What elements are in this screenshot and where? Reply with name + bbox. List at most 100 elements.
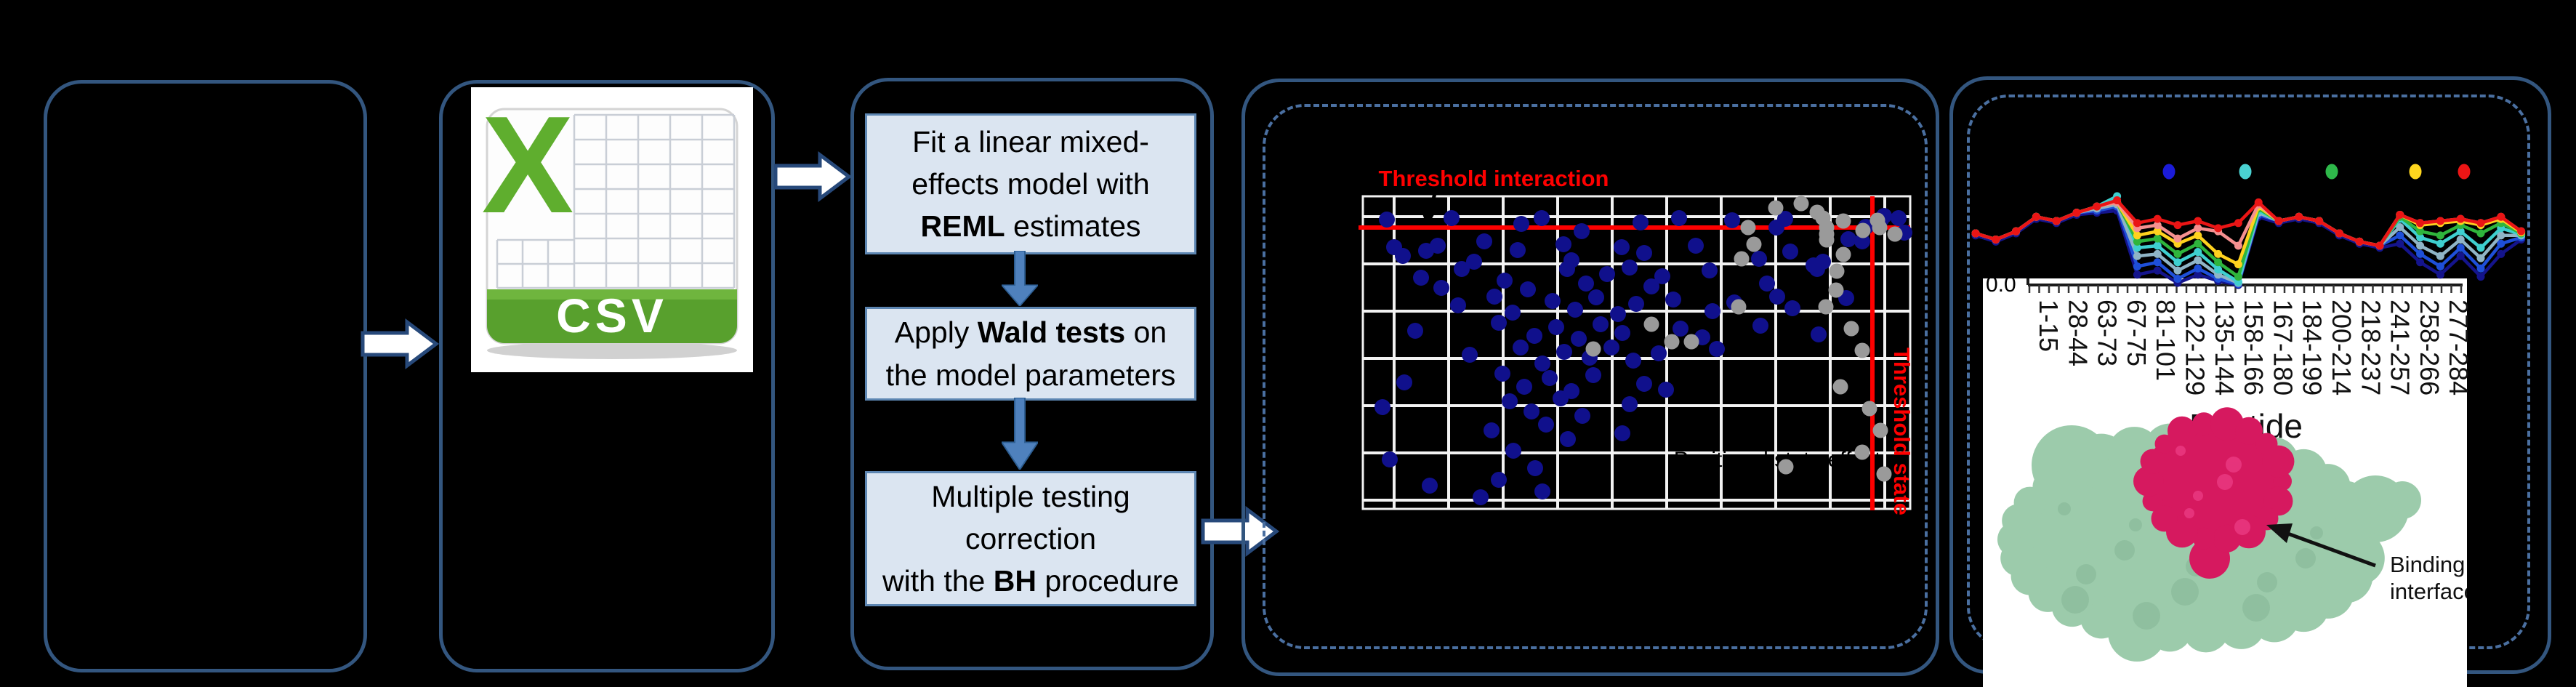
- scatter-point-gray: [1828, 282, 1844, 298]
- series-point: [2173, 249, 2182, 258]
- protein-shade-spot: [2171, 578, 2199, 606]
- series-point: [2476, 219, 2485, 228]
- series-point: [2133, 237, 2141, 246]
- scatter-point-gray: [1731, 299, 1747, 315]
- x-tick-label: 81-101: [2151, 300, 2181, 381]
- legend-dot: [2409, 164, 2422, 180]
- series-point: [2416, 241, 2425, 250]
- scatter-point-blue: [1516, 379, 1532, 395]
- series-point: [2456, 236, 2465, 244]
- scatter-point-blue: [1505, 443, 1521, 459]
- scatter-point-blue: [1513, 340, 1529, 355]
- series-point: [2416, 227, 2425, 236]
- series-point: [2476, 229, 2485, 238]
- binding-interface-arrow: [2277, 528, 2376, 568]
- series-point: [2133, 262, 2141, 270]
- x-tick-label: 241-257: [2386, 300, 2415, 395]
- series-point: [2396, 210, 2404, 219]
- icon-shadow: [487, 342, 737, 359]
- scatter-point-blue: [1396, 374, 1412, 390]
- series-point: [2416, 249, 2425, 258]
- scatter-point-blue: [1654, 268, 1670, 284]
- flow-step-line: Multiple testing: [931, 479, 1130, 513]
- down-arrow-icon: [1002, 398, 1038, 470]
- series-point: [2133, 252, 2141, 260]
- scatter-point-blue: [1574, 408, 1590, 424]
- right-arrow-icon: [773, 151, 852, 202]
- scatter-point-gray: [1585, 341, 1601, 357]
- series-point: [2072, 209, 2081, 217]
- scatter-point-blue: [1548, 319, 1564, 335]
- scatter-point-blue: [1395, 248, 1411, 264]
- series-point: [2456, 244, 2465, 252]
- protein-interface-bump: [2140, 449, 2165, 474]
- scatter-point-blue: [1585, 367, 1601, 383]
- series-point: [2436, 270, 2444, 279]
- legend-dot: [2239, 164, 2252, 180]
- scatter-point-blue: [1636, 376, 1652, 392]
- scatter-points-gray: [1585, 196, 1903, 482]
- series-point: [2133, 244, 2141, 252]
- panel-statistics-flow: [850, 78, 1214, 670]
- scatter-point-blue: [1782, 244, 1798, 260]
- protein-interface-bump: [2154, 434, 2174, 454]
- protein-bump: [2182, 606, 2229, 653]
- series-point: [2517, 227, 2526, 236]
- legend-dot: [2458, 164, 2471, 180]
- scatter-point-blue: [1466, 254, 1482, 270]
- binding-interface-label-line2: interface: [2390, 579, 2476, 604]
- x-tick-label: 277-284: [2444, 300, 2474, 395]
- scatter-point-gray: [1855, 222, 1871, 238]
- threshold-state-label: Threshold state: [1889, 347, 1915, 515]
- series-point: [2436, 252, 2444, 260]
- series-point: [2052, 217, 2061, 225]
- scatter-point-blue: [1702, 262, 1718, 278]
- series-point: [2214, 265, 2223, 274]
- x-tick-label: 122-129: [2181, 300, 2210, 395]
- series-point: [2375, 241, 2384, 250]
- spreadsheet-grid-icon: [496, 113, 736, 289]
- scatter-point-blue: [1545, 293, 1561, 309]
- scatter-point-blue: [1534, 355, 1550, 371]
- protein-shade-spot: [2114, 540, 2135, 561]
- series-point: [2396, 222, 2404, 231]
- scatter-point-blue: [1603, 340, 1619, 355]
- x-tick-label: 63-73: [2093, 300, 2122, 366]
- series-point: [2456, 252, 2465, 260]
- scatter-point-blue: [1752, 318, 1768, 334]
- scatter-point-blue: [1422, 478, 1438, 494]
- scatter-point-blue: [1491, 315, 1507, 331]
- scatter-point-gray: [1887, 226, 1903, 242]
- series-point: [1992, 236, 2000, 244]
- csv-banner: [487, 289, 737, 343]
- series-point: [2194, 256, 2202, 265]
- series-point: [2194, 217, 2202, 225]
- scatter-point-blue: [1636, 245, 1652, 261]
- scatter-point-gray: [1746, 236, 1762, 252]
- csv-label: CSV: [556, 289, 668, 342]
- series-point: [2153, 258, 2162, 267]
- series-point: [2173, 234, 2182, 243]
- series-point: [2335, 229, 2343, 238]
- scatter-point-blue: [1622, 260, 1638, 276]
- series-point: [2214, 258, 2223, 267]
- protein-bump: [2032, 471, 2064, 502]
- scatter-point-blue: [1486, 289, 1502, 305]
- block-arrow-2: [773, 151, 852, 202]
- highlight-spot: [2217, 474, 2233, 490]
- scatter-point-blue: [1610, 306, 1626, 322]
- series-point: [2093, 202, 2101, 211]
- scatter-point-gray: [1643, 316, 1659, 332]
- scatter-point-gray: [1832, 379, 1848, 395]
- scatter-point-blue: [1484, 422, 1500, 438]
- scatter-point-blue: [1430, 238, 1446, 254]
- scatter-point-blue: [1784, 300, 1800, 316]
- series-point: [2396, 231, 2404, 240]
- scatter-point-gray: [1793, 196, 1809, 212]
- block-arrow-3: [1201, 506, 1280, 557]
- legend-dot: [2162, 164, 2175, 180]
- scatter-point-blue: [1527, 460, 1543, 476]
- scatter-point-blue: [1673, 321, 1689, 337]
- protein-interface-highlights: [2175, 446, 2250, 535]
- scatter-point-gray: [1778, 459, 1794, 475]
